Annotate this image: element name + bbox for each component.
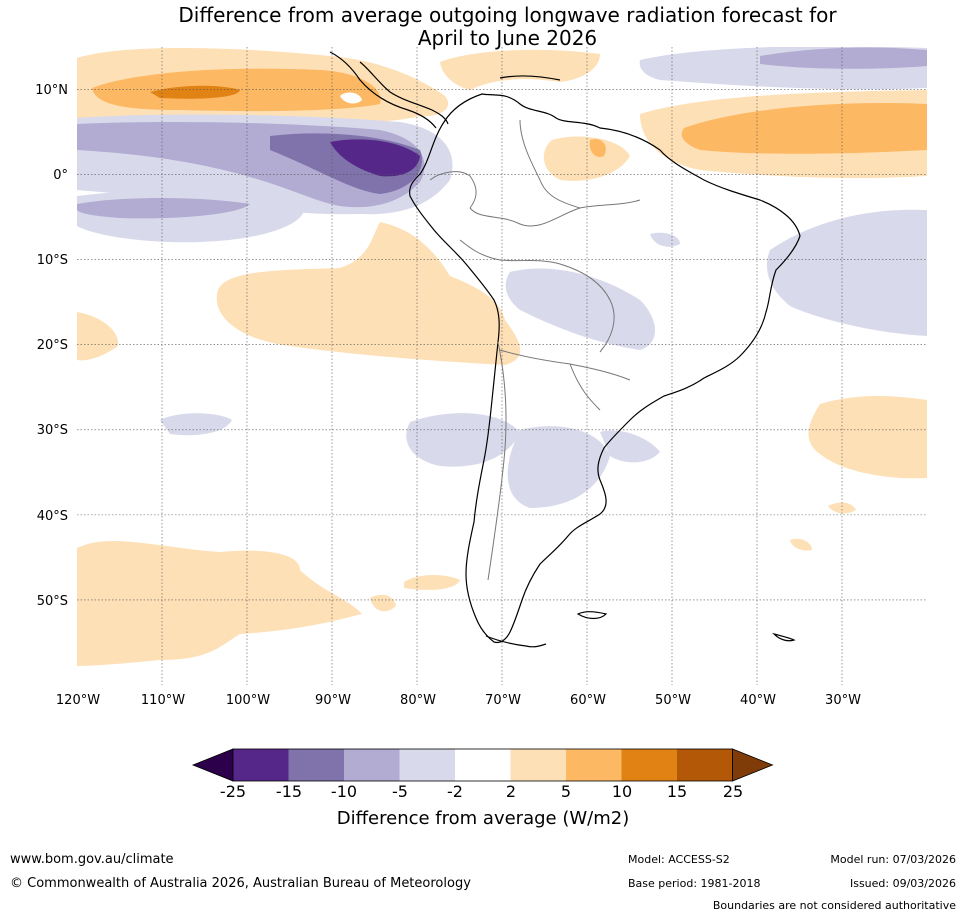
colorbar-tick-label: -5 — [392, 782, 408, 801]
colorbar-segment — [455, 749, 511, 781]
anomaly-region — [370, 594, 396, 612]
colorbar-tick-label: -25 — [219, 782, 247, 801]
anomaly-region — [507, 426, 610, 508]
website-link[interactable]: www.bom.gov.au/climate — [10, 852, 174, 867]
anomaly-region — [340, 92, 362, 104]
anomaly-region — [790, 538, 812, 551]
colorbar-tick-label: 25 — [722, 782, 744, 801]
colorbar-tick-label: 2 — [505, 782, 517, 801]
border — [459, 239, 501, 261]
central-america-coast — [329, 51, 437, 129]
colorbar-tick-label: -10 — [330, 782, 358, 801]
boundaries-note: Boundaries are not considered authoritat… — [712, 899, 956, 912]
anomaly-region — [808, 396, 927, 479]
colorbar-segment — [233, 749, 289, 781]
colorbar-tick-label: 10 — [611, 782, 633, 801]
lon-tick-label: 90°W — [315, 693, 351, 708]
copyright-text: © Commonwealth of Australia 2026, Austra… — [10, 876, 471, 891]
anomaly-region — [681, 103, 927, 154]
lat-tick-label: 50°S — [36, 594, 68, 609]
colorbar-title: Difference from average (W/m2) — [336, 808, 630, 829]
anomaly-shading — [77, 47, 927, 666]
issued-info: Issued: 09/03/2026 — [849, 877, 956, 890]
tierra-del-fuego — [485, 635, 547, 648]
anomaly-region — [150, 85, 240, 99]
anomaly-region — [216, 222, 521, 365]
title-line-2: April to June 2026 — [417, 26, 598, 50]
border — [499, 259, 615, 353]
colorbar-segment — [288, 749, 344, 781]
base-period-info: Base period: 1981-2018 — [628, 877, 761, 890]
border — [429, 171, 477, 209]
anomaly-region — [600, 430, 660, 463]
lon-tick-label: 30°W — [825, 693, 861, 708]
anomaly-region — [77, 541, 362, 666]
lon-tick-label: 70°W — [485, 693, 521, 708]
colorbar-extend-low — [191, 748, 234, 782]
lon-tick-label: 80°W — [400, 693, 436, 708]
south-georgia — [772, 632, 796, 642]
border — [499, 349, 631, 381]
model-run-info: Model run: 07/03/2026 — [830, 853, 956, 866]
colorbar-tick-label: -2 — [447, 782, 463, 801]
anomaly-region — [650, 232, 680, 247]
anomaly-region — [766, 209, 927, 336]
anomaly-region — [543, 136, 630, 181]
lon-tick-label: 100°W — [225, 693, 271, 708]
lat-tick-label: 40°S — [36, 509, 68, 524]
anomaly-region — [77, 312, 119, 361]
colorbar-outline — [232, 748, 733, 782]
colorbar-segment — [510, 749, 566, 781]
lon-tick-label: 60°W — [570, 693, 606, 708]
lon-tick-label: 40°W — [740, 693, 776, 708]
country-borders — [429, 119, 641, 581]
falkland-islands — [576, 611, 608, 620]
coastline — [329, 51, 801, 648]
colorbar-segment — [621, 749, 677, 781]
anomaly-region — [828, 502, 856, 514]
lat-tick-label: 30°S — [36, 423, 68, 438]
colorbar-extend-high — [732, 748, 774, 782]
lat-tick-label: 10°S — [36, 253, 68, 268]
anomaly-region — [505, 268, 655, 350]
border — [519, 119, 581, 209]
lat-tick-label: 10°N — [35, 83, 68, 98]
colorbar-tick-label: 5 — [560, 782, 572, 801]
anomaly-region — [406, 413, 520, 467]
lon-tick-label: 120°W — [55, 693, 101, 708]
colorbar-segment — [677, 749, 733, 781]
anomaly-region — [760, 47, 927, 69]
anomaly-region — [330, 139, 420, 177]
caribbean-islands — [499, 75, 561, 81]
colorbar-segment — [566, 749, 622, 781]
model-info: Model: ACCESS-S2 — [628, 853, 730, 866]
border — [487, 341, 507, 581]
lat-tick-label: 20°S — [36, 338, 68, 353]
colorbar-tick-label: -15 — [275, 782, 303, 801]
anomaly-region — [77, 198, 250, 219]
central-america-coast — [359, 61, 449, 125]
anomaly-region — [404, 575, 460, 590]
lon-tick-label: 110°W — [140, 693, 186, 708]
lat-tick-label: 0° — [53, 168, 68, 183]
lon-tick-label: 50°W — [655, 693, 691, 708]
anomaly-region — [589, 138, 606, 158]
colorbar-segment — [399, 749, 455, 781]
south-america-coast — [409, 93, 801, 644]
border — [569, 363, 601, 411]
chart-title: Difference from average outgoing longwav… — [0, 4, 965, 50]
colorbar-tick-label: 15 — [666, 782, 688, 801]
title-line-1: Difference from average outgoing longwav… — [178, 3, 837, 27]
colorbar-segment — [344, 749, 400, 781]
border — [469, 199, 641, 227]
